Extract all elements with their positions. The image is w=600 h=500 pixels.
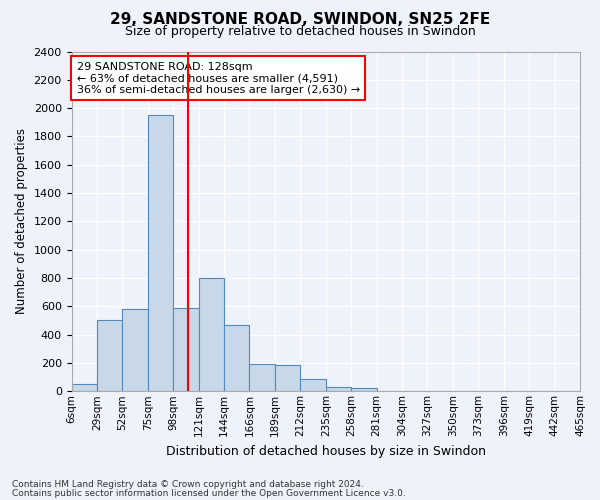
Bar [377, 390, 402, 392]
Bar [173, 308, 199, 392]
Bar [97, 320, 122, 392]
Text: 29 SANDSTONE ROAD: 128sqm
← 63% of detached houses are smaller (4,591)
36% of se: 29 SANDSTONE ROAD: 128sqm ← 63% of detac… [77, 62, 360, 95]
Text: Size of property relative to detached houses in Swindon: Size of property relative to detached ho… [125, 25, 475, 38]
Y-axis label: Number of detached properties: Number of detached properties [15, 128, 28, 314]
Bar [224, 324, 250, 392]
Bar [148, 115, 173, 392]
Bar [275, 365, 301, 392]
Bar [351, 388, 377, 392]
Bar [122, 309, 148, 392]
Text: Contains HM Land Registry data © Crown copyright and database right 2024.: Contains HM Land Registry data © Crown c… [12, 480, 364, 489]
Bar [71, 384, 97, 392]
Bar [326, 387, 351, 392]
X-axis label: Distribution of detached houses by size in Swindon: Distribution of detached houses by size … [166, 444, 486, 458]
Bar [301, 379, 326, 392]
Text: Contains public sector information licensed under the Open Government Licence v3: Contains public sector information licen… [12, 488, 406, 498]
Text: 29, SANDSTONE ROAD, SWINDON, SN25 2FE: 29, SANDSTONE ROAD, SWINDON, SN25 2FE [110, 12, 490, 28]
Bar [199, 278, 224, 392]
Bar [250, 364, 275, 392]
